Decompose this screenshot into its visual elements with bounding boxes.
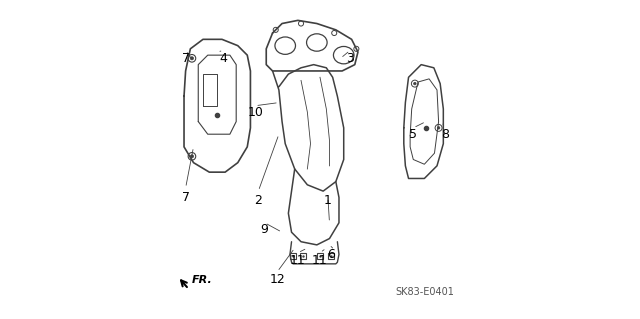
- Text: 12: 12: [269, 273, 285, 286]
- Text: 2: 2: [254, 194, 262, 207]
- Text: 11: 11: [312, 254, 328, 267]
- Text: 7: 7: [182, 191, 189, 204]
- Text: 8: 8: [441, 128, 449, 141]
- Circle shape: [190, 57, 193, 60]
- Text: 9: 9: [260, 223, 269, 235]
- Text: 5: 5: [410, 128, 417, 141]
- Circle shape: [190, 155, 193, 158]
- Text: 1: 1: [324, 194, 332, 207]
- Circle shape: [413, 82, 416, 85]
- Text: FR.: FR.: [192, 275, 212, 285]
- Circle shape: [437, 127, 440, 129]
- Text: 6: 6: [327, 248, 335, 261]
- Text: 4: 4: [220, 52, 227, 65]
- Text: 11: 11: [290, 254, 306, 267]
- Text: 7: 7: [182, 52, 189, 65]
- Text: SK83-E0401: SK83-E0401: [395, 287, 454, 297]
- Text: 3: 3: [346, 52, 354, 65]
- Text: 10: 10: [247, 106, 263, 119]
